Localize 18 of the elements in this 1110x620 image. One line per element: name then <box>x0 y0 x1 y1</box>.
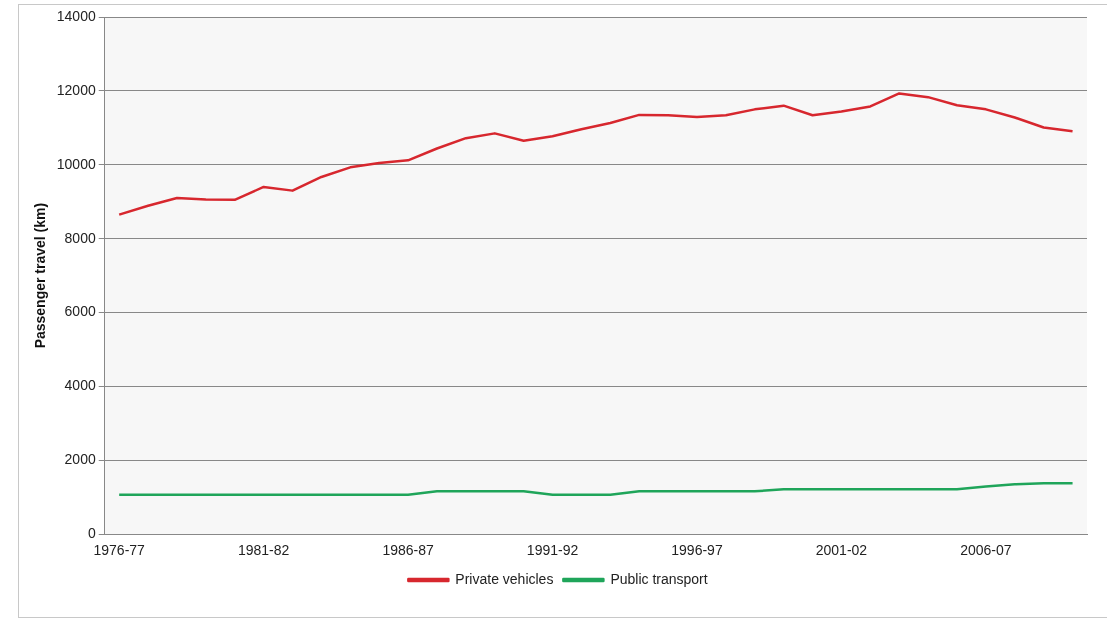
x-tick-label: 1981-82 <box>237 542 290 559</box>
y-tick-label: 12000 <box>56 81 96 98</box>
legend-label: Private vehicles <box>455 570 554 587</box>
x-tick-label: 1991-92 <box>526 542 579 559</box>
y-axis-title: Passenger travel (km) <box>32 202 49 349</box>
y-tick-label: 6000 <box>64 303 96 320</box>
x-tick-label: 2001-02 <box>815 542 868 559</box>
x-tick-label: 1986-87 <box>382 542 434 559</box>
y-tick-label: 2000 <box>64 451 96 468</box>
y-tick-label: 14000 <box>56 7 96 24</box>
y-tick-label: 10000 <box>56 155 96 172</box>
y-tick-label: 4000 <box>64 377 96 394</box>
x-tick-label: 1996-97 <box>671 542 723 559</box>
y-tick-label: 8000 <box>64 229 96 246</box>
legend-label: Public transport <box>610 570 708 587</box>
y-tick-label: 0 <box>87 525 96 542</box>
x-tick-label: 1976-77 <box>93 542 146 559</box>
x-tick-label: 2006-07 <box>960 542 1012 559</box>
